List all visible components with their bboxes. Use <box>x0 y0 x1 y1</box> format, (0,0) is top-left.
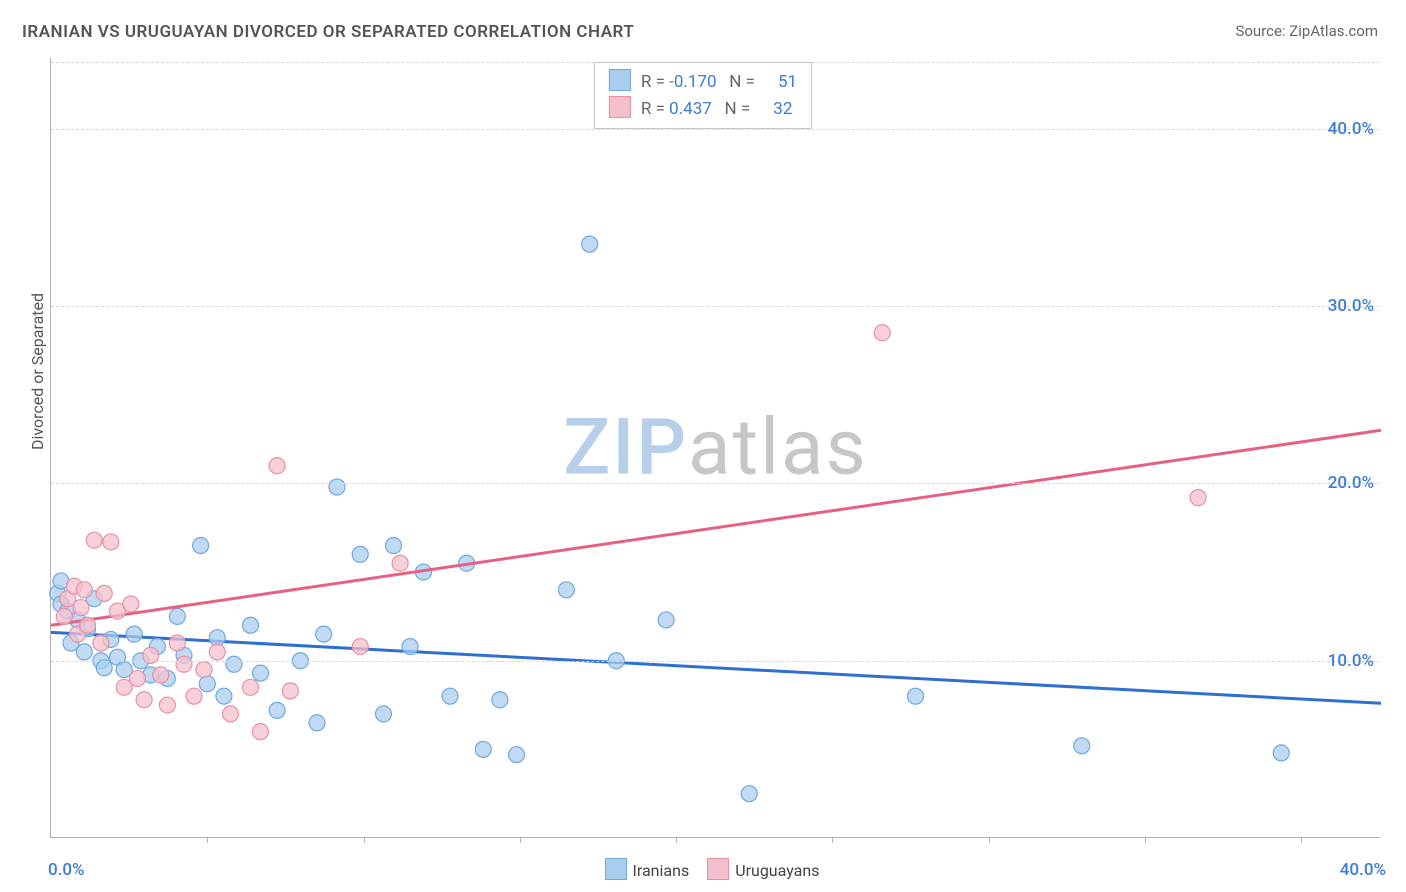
stats-legend-row: R = 0.437 N = 32 <box>609 96 797 123</box>
y-tick-label: 40.0% <box>1328 119 1374 139</box>
data-point <box>282 683 298 699</box>
data-point <box>392 555 408 571</box>
data-point <box>86 532 102 548</box>
stat-r-label: R = <box>641 72 669 92</box>
y-axis-label: Divorced or Separated <box>28 293 47 450</box>
data-point <box>316 626 332 642</box>
data-point <box>103 534 119 550</box>
x-tick-mark <box>364 837 365 843</box>
legend-series-label: Iranians <box>633 861 690 880</box>
data-point <box>226 656 242 672</box>
x-tick-mark <box>1145 837 1146 843</box>
data-point <box>252 665 268 681</box>
legend-swatch <box>609 69 631 91</box>
data-point <box>153 667 169 683</box>
stat-n-label: N = <box>729 72 759 92</box>
y-tick-label: 20.0% <box>1328 473 1374 493</box>
series-legend: Iranians Uruguayans <box>0 858 1406 880</box>
source-name: ZipAtlas.com <box>1289 22 1378 40</box>
data-point <box>223 706 239 722</box>
data-point <box>385 538 401 554</box>
regression-line <box>51 430 1381 625</box>
data-point <box>216 688 232 704</box>
gridline <box>51 483 1380 484</box>
data-point <box>329 479 345 495</box>
data-point <box>93 635 109 651</box>
data-point <box>186 688 202 704</box>
legend-swatch <box>707 858 729 880</box>
gridline <box>51 306 1380 307</box>
data-point <box>136 692 152 708</box>
data-point <box>196 662 212 678</box>
data-point <box>129 670 145 686</box>
stat-n-label: N = <box>725 99 755 119</box>
stats-legend-row: R = -0.170 N = 51 <box>609 69 797 96</box>
x-tick-mark <box>676 837 677 843</box>
source-attribution: Source: ZipAtlas.com <box>1235 22 1378 40</box>
plot-svg <box>51 58 1381 838</box>
data-point <box>402 639 418 655</box>
data-point <box>56 608 72 624</box>
data-point <box>475 741 491 757</box>
data-point <box>269 458 285 474</box>
data-point <box>492 692 508 708</box>
data-point <box>269 702 285 718</box>
y-tick-label: 10.0% <box>1328 651 1374 671</box>
data-point <box>209 644 225 660</box>
data-point <box>309 715 325 731</box>
x-tick-mark <box>1301 837 1302 843</box>
x-tick-mark <box>989 837 990 843</box>
data-point <box>80 617 96 633</box>
data-point <box>908 688 924 704</box>
data-point <box>123 596 139 612</box>
data-point <box>874 325 890 341</box>
stat-n-value: 32 <box>754 97 792 123</box>
data-point <box>376 706 392 722</box>
legend-swatch <box>605 858 627 880</box>
data-point <box>1190 490 1206 506</box>
data-point <box>169 635 185 651</box>
legend-series-label: Uruguayans <box>735 861 819 880</box>
data-point <box>126 626 142 642</box>
data-point <box>243 617 259 633</box>
data-point <box>1273 745 1289 761</box>
data-point <box>582 236 598 252</box>
legend-swatch <box>609 96 631 118</box>
stat-r-label: R = <box>641 99 669 119</box>
data-point <box>1074 738 1090 754</box>
data-point <box>558 582 574 598</box>
data-point <box>76 582 92 598</box>
data-point <box>352 546 368 562</box>
data-point <box>442 688 458 704</box>
data-point <box>169 608 185 624</box>
correlation-stats-legend: R = -0.170 N = 51R = 0.437 N = 32 <box>594 62 812 129</box>
data-point <box>509 747 525 763</box>
stat-r-value: 0.437 <box>669 99 712 119</box>
data-point <box>243 679 259 695</box>
data-point <box>96 660 112 676</box>
data-point <box>176 656 192 672</box>
data-point <box>199 676 215 692</box>
data-point <box>658 612 674 628</box>
x-tick-mark <box>520 837 521 843</box>
data-point <box>741 786 757 802</box>
gridline <box>51 129 1380 130</box>
data-point <box>252 724 268 740</box>
data-point <box>76 644 92 660</box>
stat-r-value: -0.170 <box>669 72 716 92</box>
stat-n-value: 51 <box>759 70 797 96</box>
data-point <box>352 639 368 655</box>
chart-title: IRANIAN VS URUGUAYAN DIVORCED OR SEPARAT… <box>22 22 634 42</box>
source-label: Source: <box>1235 22 1289 40</box>
x-tick-mark <box>832 837 833 843</box>
scatter-plot-area: ZIPatlas 10.0%20.0%30.0%40.0% <box>50 58 1380 838</box>
gridline <box>51 661 1380 662</box>
data-point <box>96 585 112 601</box>
y-tick-label: 30.0% <box>1328 296 1374 316</box>
x-tick-mark <box>207 837 208 843</box>
data-point <box>159 697 175 713</box>
data-point <box>73 600 89 616</box>
data-point <box>193 538 209 554</box>
